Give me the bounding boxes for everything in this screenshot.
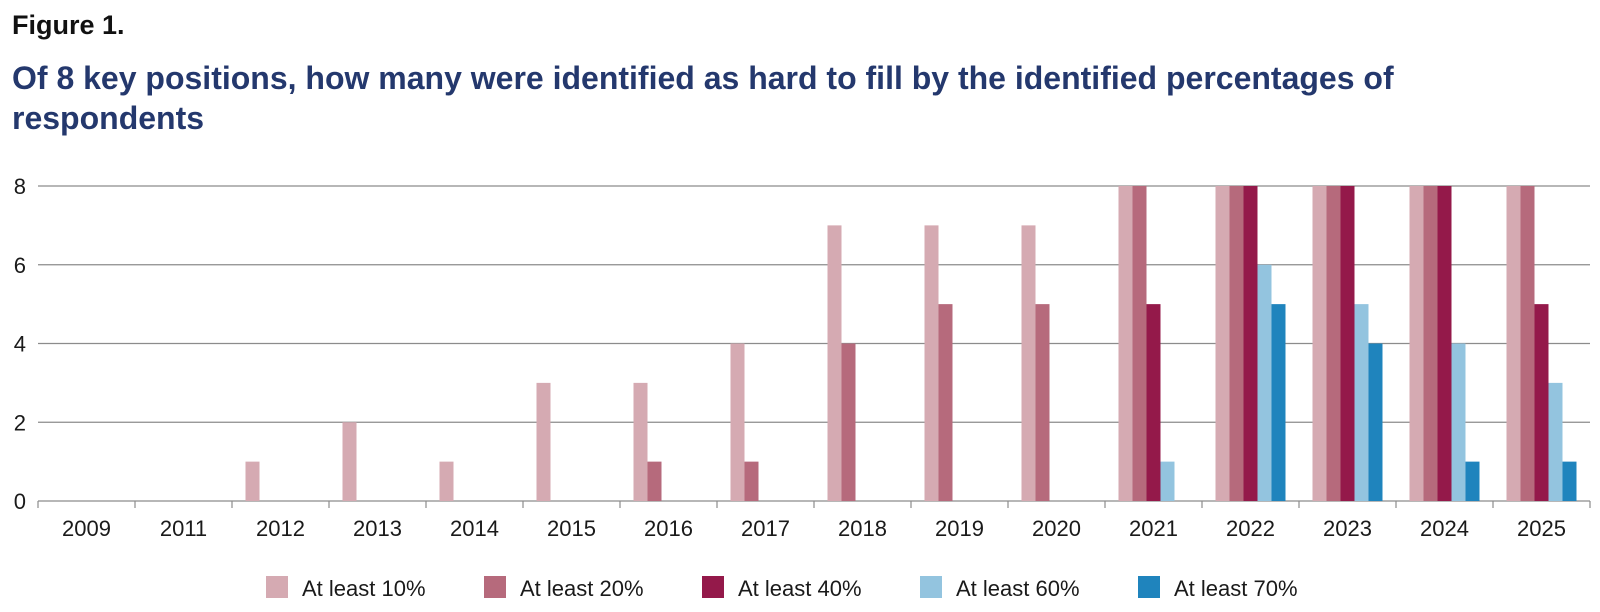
- legend-swatch: [702, 576, 724, 598]
- y-tick-label: 6: [14, 253, 26, 278]
- x-tick-label: 2020: [1032, 516, 1081, 541]
- x-tick-label: 2019: [935, 516, 984, 541]
- x-tick-label: 2021: [1129, 516, 1178, 541]
- legend-swatch: [920, 576, 942, 598]
- x-tick-label: 2022: [1226, 516, 1275, 541]
- legend-swatch: [266, 576, 288, 598]
- x-tick-label: 2014: [450, 516, 499, 541]
- bar-2022-series-1: [1215, 186, 1230, 501]
- bar-2024-series-3: [1437, 186, 1452, 501]
- bar-2012-series-1: [245, 461, 260, 501]
- bar-2021-series-2: [1132, 186, 1147, 501]
- legend-label: At least 10%: [302, 576, 426, 601]
- bar-2023-series-4: [1354, 304, 1369, 501]
- bar-2014-series-1: [439, 461, 454, 501]
- bar-2025-series-4: [1548, 382, 1563, 501]
- bar-2024-series-4: [1451, 343, 1466, 501]
- chart-title: Of 8 key positions, how many were identi…: [12, 60, 1394, 136]
- x-tick-label: 2013: [353, 516, 402, 541]
- legend-label: At least 20%: [520, 576, 644, 601]
- x-tick-label: 2023: [1323, 516, 1372, 541]
- x-tick-label: 2011: [160, 516, 207, 541]
- bar-2020-series-1: [1021, 225, 1036, 501]
- legend-label: At least 60%: [956, 576, 1080, 601]
- bar-2025-series-2: [1520, 186, 1535, 501]
- y-tick-label: 8: [14, 174, 26, 199]
- axes: 0 2 4 6 8 2009 2011 2012 2013 2014 2015 2016 2017 201…: [14, 174, 1591, 541]
- bar-2019-series-2: [938, 304, 953, 501]
- bar-2024-series-2: [1423, 186, 1438, 501]
- bar-2022-series-2: [1229, 186, 1244, 501]
- bar-2015-series-1: [536, 382, 551, 501]
- x-tick-label: 2018: [838, 516, 887, 541]
- legend-label: At least 40%: [738, 576, 862, 601]
- x-tick-label: 2015: [547, 516, 596, 541]
- legend-swatch: [484, 576, 506, 598]
- bar-2021-series-4: [1160, 461, 1175, 501]
- bar-2024-series-1: [1409, 186, 1424, 501]
- x-tick-label: 2024: [1420, 516, 1469, 541]
- bar-2023-series-3: [1340, 186, 1355, 501]
- bar-2016-series-2: [647, 461, 662, 501]
- bar-2021-series-3: [1146, 304, 1161, 501]
- bar-2023-series-2: [1326, 186, 1341, 501]
- bar-2022-series-4: [1257, 264, 1272, 501]
- bar-2017-series-1: [730, 343, 745, 501]
- bar-2013-series-1: [342, 422, 357, 501]
- bar-2022-series-5: [1271, 304, 1286, 501]
- bar-2022-series-3: [1243, 186, 1258, 501]
- bar-2021-series-1: [1118, 186, 1133, 501]
- bar-2020-series-2: [1035, 304, 1050, 501]
- y-tick-label: 4: [14, 332, 26, 357]
- bar-2018-series-1: [827, 225, 842, 501]
- bar-2016-series-1: [633, 382, 648, 501]
- legend: At least 10% At least 20% At least 40% At l…: [266, 576, 1298, 601]
- bar-2023-series-1: [1312, 186, 1327, 501]
- y-tick-label: 2: [14, 410, 26, 435]
- legend-swatch: [1138, 576, 1160, 598]
- y-tick-label: 0: [14, 489, 26, 514]
- legend-label: At least 70%: [1174, 576, 1298, 601]
- x-tick-label: 2009: [62, 516, 111, 541]
- bar-2018-series-2: [841, 343, 856, 501]
- x-tick-label: 2012: [256, 516, 305, 541]
- x-tick-label: 2017: [741, 516, 790, 541]
- bar-2023-series-5: [1368, 343, 1383, 501]
- bar-2025-series-5: [1562, 461, 1577, 501]
- bar-2024-series-5: [1465, 461, 1480, 501]
- bar-2025-series-3: [1534, 304, 1549, 501]
- bars: [245, 186, 1577, 501]
- x-tick-label: 2016: [644, 516, 693, 541]
- bar-2019-series-1: [924, 225, 939, 501]
- bar-2025-series-1: [1506, 186, 1521, 501]
- bar-2017-series-2: [744, 461, 759, 501]
- figure-label: Figure 1.: [12, 10, 125, 40]
- x-tick-label: 2025: [1517, 516, 1566, 541]
